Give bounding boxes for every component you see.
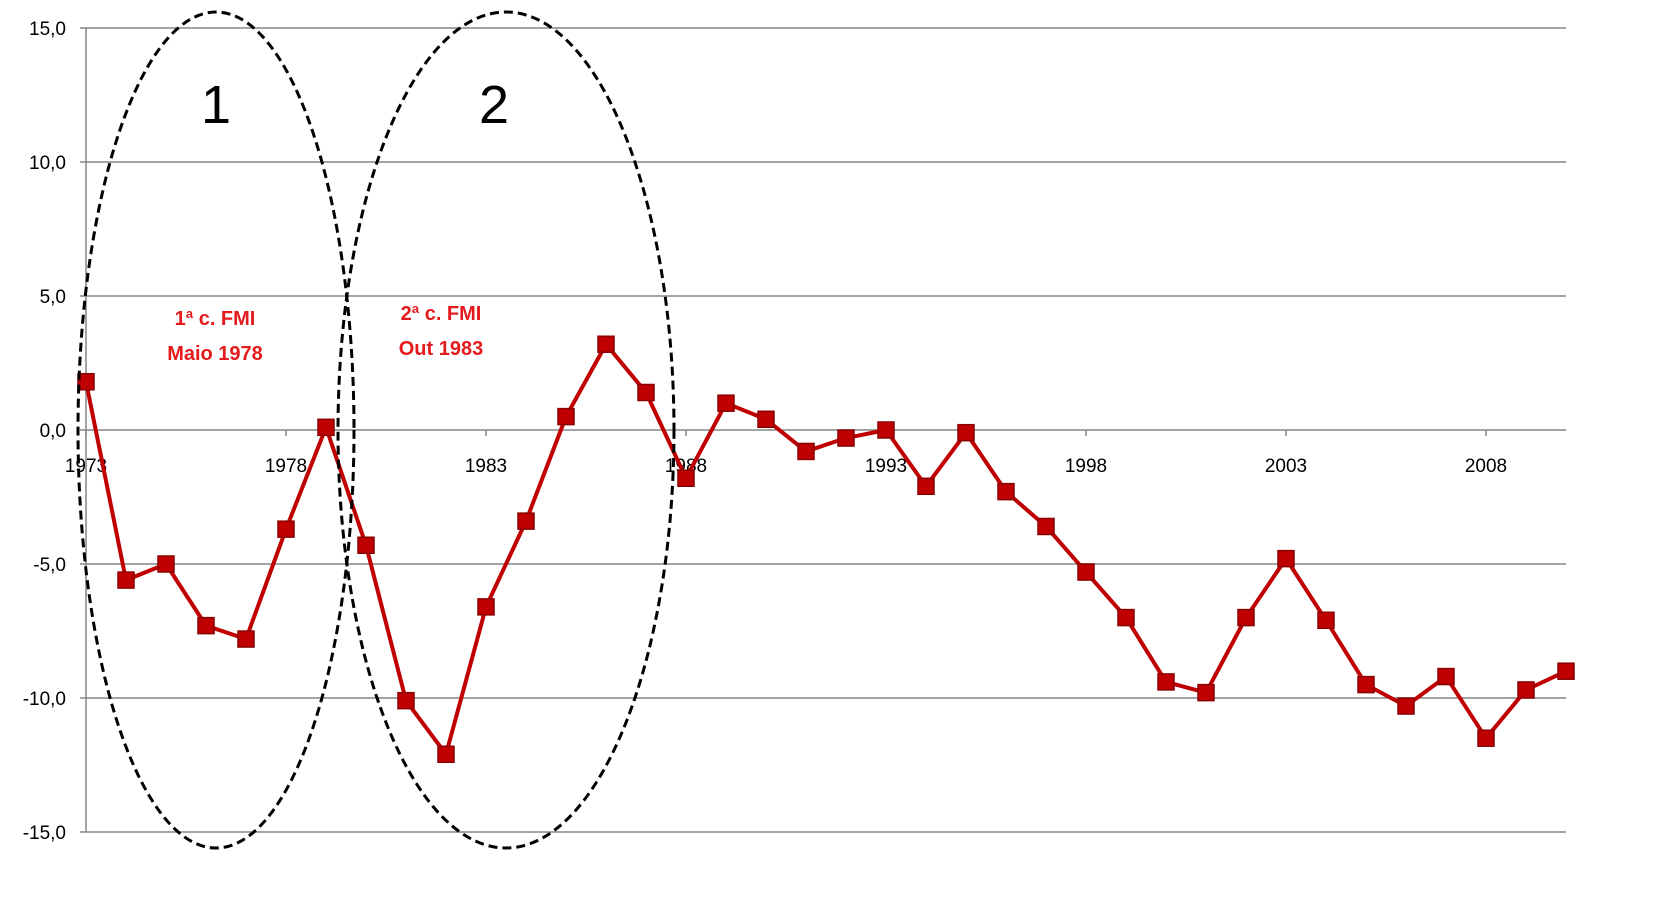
x-tick-label: 1983 [465,456,507,477]
data-point-2010 [1557,662,1575,680]
annotation-second-imf-line1: 2ª c. FMI [401,303,482,325]
data-point-2007 [1437,667,1455,686]
data-point-1983 [477,598,495,616]
data-point-1987 [637,383,655,402]
data-point-1992 [837,429,855,447]
data-point-1980 [357,536,375,554]
x-tick-label: 1998 [1065,456,1107,477]
axes [85,28,1566,832]
data-point-1984 [517,512,535,530]
data-point-2009 [1517,681,1535,699]
y-tick-label: 15,0 [29,19,66,40]
x-tick-label: 2003 [1265,456,1307,477]
data-point-1988 [677,469,695,487]
x-tick-label: 1978 [265,456,307,477]
data-point-1975 [157,555,175,573]
data-point-2005 [1357,675,1375,694]
data-point-1999 [1117,608,1135,627]
y-tick-labels: 15,0 10,0 5,0 0,0 -5,0 -10,0 -15,0 [23,19,86,844]
highlight-ellipse-1 [76,10,356,850]
data-point-2004 [1317,611,1335,630]
data-point-1995 [957,423,975,442]
data-point-1991 [797,442,815,461]
data-point-2003 [1277,549,1295,568]
data-point-2002 [1237,608,1255,627]
data-point-2001 [1197,683,1215,702]
x-tick-labels: 1973 1978 1983 1988 1993 1998 2003 2008 [65,430,1507,477]
data-point-1977 [237,630,255,648]
series-line [84,342,1567,757]
data-point-1976 [197,616,215,635]
data-point-1982 [437,745,455,764]
highlight-ellipse-2 [336,10,676,850]
data-point-2006 [1397,697,1415,715]
series-layer [77,335,1575,764]
y-tick-label: 5,0 [40,287,66,308]
x-tick-label: 2008 [1465,456,1507,477]
x-tick-label: 1993 [865,456,907,477]
y-tick-label: -10,0 [23,689,66,710]
data-point-1974 [117,571,135,589]
annotation-first-imf-line1: 1ª c. FMI [175,308,256,330]
y-tick-label: -15,0 [23,823,66,844]
data-point-1978 [277,520,295,538]
y-tick-label: 10,0 [29,153,66,174]
annotation-first-imf-line2: Maio 1978 [167,343,263,365]
data-point-1997 [1037,517,1055,536]
data-point-1986 [597,335,615,353]
data-point-2008 [1477,729,1495,747]
data-point-1973 [77,373,95,391]
gridlines [86,27,1566,833]
data-point-1990 [757,410,775,429]
data-point-1979 [317,418,335,437]
data-point-1981 [397,691,415,710]
region-label-1: 1 [201,75,231,135]
data-point-1985 [557,407,575,426]
region-label-2: 2 [479,75,509,135]
y-tick-label: 0,0 [40,421,66,442]
data-point-2000 [1157,673,1175,691]
x-tick-label: 1973 [65,456,107,477]
data-point-1989 [717,394,735,412]
data-point-1996 [997,482,1015,501]
data-point-1993 [877,421,895,439]
data-point-1994 [917,477,935,496]
annotation-second-imf-line2: Out 1983 [399,338,483,360]
y-tick-label: -5,0 [33,555,66,576]
data-point-1998 [1077,563,1095,581]
